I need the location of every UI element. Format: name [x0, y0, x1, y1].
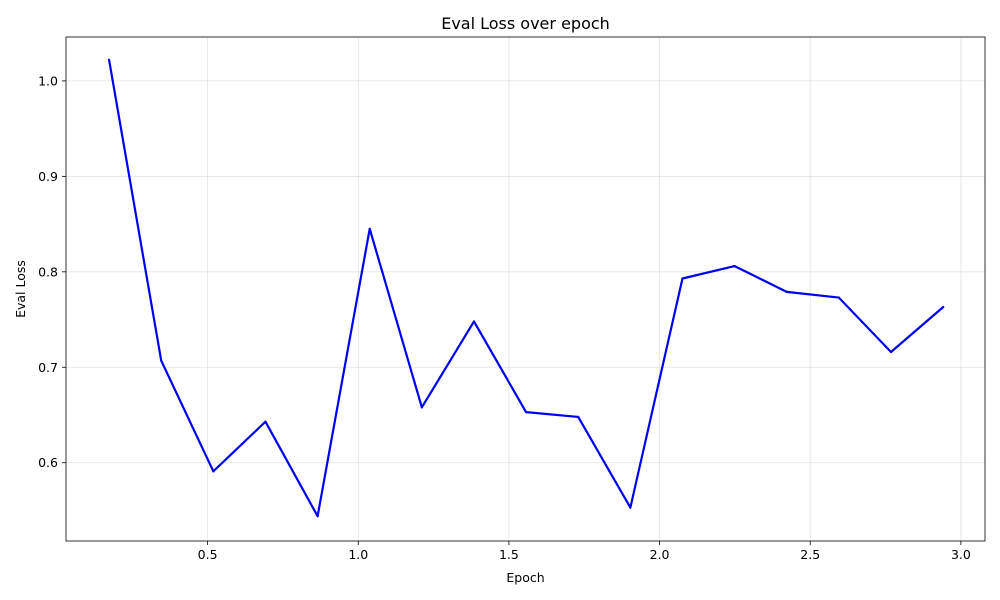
y-tick-label: 0.6 — [38, 455, 58, 470]
data-point — [368, 227, 371, 230]
y-tick-label: 0.8 — [38, 264, 58, 279]
data-point — [837, 296, 840, 299]
y-axis-label: Eval Loss — [13, 260, 28, 318]
x-tick-label: 3.0 — [951, 547, 971, 562]
grid — [66, 37, 985, 541]
x-axis-ticks: 0.5 1.0 1.5 2.0 2.5 3.0 — [198, 541, 971, 562]
data-point — [785, 290, 788, 293]
y-tick-label: 0.9 — [38, 169, 58, 184]
data-point — [472, 320, 476, 323]
data-point — [264, 420, 267, 423]
data-point — [160, 359, 163, 362]
y-tick-label: 0.7 — [38, 360, 58, 375]
data-point — [942, 306, 945, 309]
data-point — [681, 277, 684, 280]
y-axis-ticks: 0.6 0.7 0.8 0.9 1.0 — [38, 73, 66, 470]
y-tick-label: 1.0 — [38, 73, 58, 88]
x-tick-label: 2.0 — [650, 547, 670, 562]
data-point — [629, 506, 632, 509]
data-point — [889, 350, 893, 354]
x-axis-label: Epoch — [506, 570, 544, 585]
data-point — [107, 58, 111, 62]
x-tick-label: 2.5 — [800, 547, 820, 562]
series-layer — [107, 58, 945, 518]
x-tick-label: 1.5 — [499, 547, 519, 562]
x-tick-label: 1.0 — [348, 547, 368, 562]
data-point — [420, 406, 423, 409]
data-point — [733, 264, 736, 268]
data-point — [316, 515, 319, 518]
data-point — [577, 415, 580, 419]
axes-frame — [65, 36, 986, 542]
chart-title: Eval Loss over epoch — [441, 14, 610, 33]
x-tick-label: 0.5 — [198, 547, 218, 562]
data-point — [212, 470, 215, 473]
data-point — [525, 411, 528, 414]
